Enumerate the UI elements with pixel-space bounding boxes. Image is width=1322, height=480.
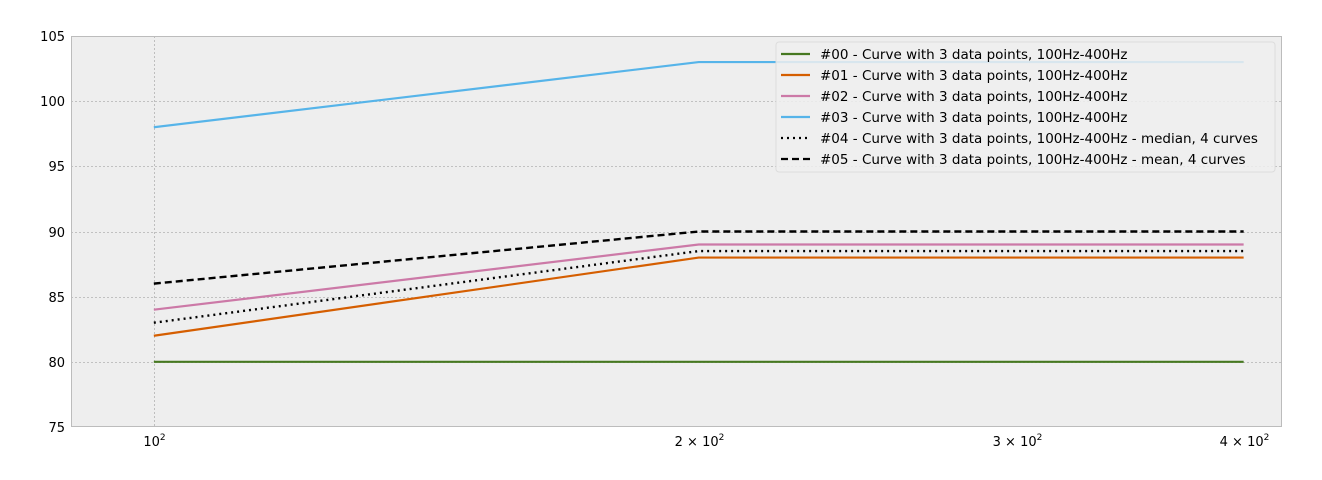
legend-label: #05 - Curve with 3 data points, 100Hz-40…	[820, 152, 1246, 168]
y-tick-label: 75	[48, 421, 65, 436]
series-line-05	[153, 230, 1244, 285]
x-tick-exponent: 2	[160, 433, 166, 443]
y-tick-label: 95	[48, 160, 65, 175]
x-tick-label: 4 × 102	[1220, 433, 1270, 450]
x-tick-base: 2 × 10	[675, 435, 719, 450]
legend-label: #02 - Curve with 3 data points, 100Hz-40…	[820, 89, 1128, 105]
series-line-04	[153, 249, 1244, 324]
legend: #00 - Curve with 3 data points, 100Hz-40…	[775, 41, 1276, 173]
legend-label: #03 - Curve with 3 data points, 100Hz-40…	[820, 110, 1128, 126]
y-tick-label: 100	[40, 95, 65, 110]
series-line-02	[153, 243, 1244, 311]
y-tick-label: 80	[48, 356, 65, 371]
x-tick-exponent: 2	[1037, 433, 1043, 443]
legend-label: #01 - Curve with 3 data points, 100Hz-40…	[820, 68, 1128, 84]
x-tick-exponent: 2	[719, 433, 725, 443]
x-tick-base: 4 × 10	[1220, 435, 1264, 450]
x-tick-base: 10	[143, 435, 160, 450]
legend-box	[775, 41, 1276, 173]
x-tick-label: 3 × 102	[993, 433, 1043, 450]
series-line-01	[153, 256, 1244, 337]
y-tick-label: 90	[48, 226, 65, 241]
x-tick-label: 102	[143, 433, 165, 450]
x-tick-exponent: 2	[1264, 433, 1270, 443]
legend-label: #00 - Curve with 3 data points, 100Hz-40…	[820, 47, 1128, 63]
plot-frame	[71, 36, 1282, 427]
y-tick-label: 105	[40, 30, 65, 45]
legend-label: #04 - Curve with 3 data points, 100Hz-40…	[820, 131, 1258, 147]
x-tick-base: 3 × 10	[993, 435, 1037, 450]
x-tick-label: 2 × 102	[675, 433, 725, 450]
y-tick-label: 85	[48, 291, 65, 306]
